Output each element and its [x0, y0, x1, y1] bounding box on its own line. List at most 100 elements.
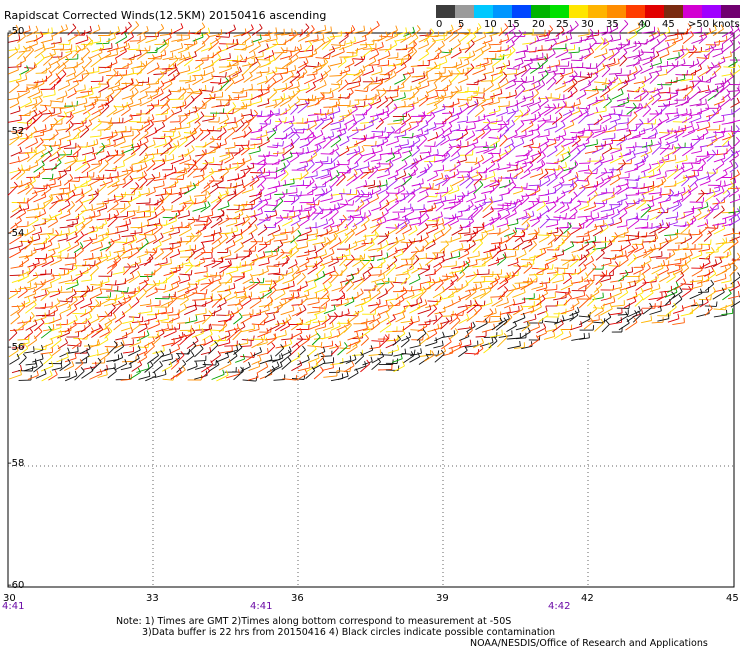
wind-barb — [489, 183, 500, 188]
wind-barb-feather — [470, 216, 475, 222]
wind-barb-feather — [238, 66, 242, 72]
wind-barb — [330, 127, 341, 131]
wind-barb-feather — [588, 169, 593, 174]
wind-barb — [280, 231, 294, 234]
wind-barb — [450, 90, 462, 94]
wind-barb-feather — [86, 34, 89, 40]
wind-barb — [161, 193, 172, 195]
wind-barb-feather — [169, 79, 173, 84]
wind-barb-feather — [610, 204, 613, 210]
wind-barb-feather — [481, 223, 485, 229]
wind-barb — [529, 217, 542, 222]
wind-barb-feather — [28, 25, 31, 31]
wind-barb-feather — [574, 175, 579, 180]
wind-barb — [177, 139, 188, 148]
wind-barb — [649, 143, 662, 147]
wind-barb-feather — [699, 158, 701, 164]
wind-barb — [555, 134, 566, 139]
wind-barb — [385, 156, 395, 163]
wind-barb — [225, 236, 236, 244]
wind-barb — [240, 88, 253, 93]
wind-barb-feather — [465, 102, 470, 108]
wind-barb — [154, 143, 167, 149]
wind-barb-feather — [364, 234, 367, 240]
wind-barb — [88, 193, 99, 197]
wind-barb — [210, 231, 222, 236]
wind-barb — [306, 238, 317, 242]
wind-barb-feather — [324, 113, 327, 119]
wind-barb — [387, 122, 402, 125]
wind-barb — [179, 186, 192, 190]
wind-barb-feather — [173, 74, 176, 80]
wind-barb — [271, 158, 285, 166]
wind-barb-feather — [441, 94, 445, 100]
wind-barb-feather — [561, 135, 565, 141]
wind-barb — [8, 66, 21, 68]
wind-barb — [219, 156, 231, 163]
wind-barb-feather — [532, 75, 535, 81]
wind-barb — [530, 57, 544, 61]
wind-barb — [568, 195, 578, 204]
wind-barb-feather — [182, 174, 185, 180]
wind-barb — [129, 40, 141, 42]
wind-barb-feather — [510, 200, 512, 206]
wind-barb-feather — [646, 146, 648, 152]
wind-barb-feather — [202, 40, 206, 46]
wind-barb — [328, 211, 339, 222]
wind-barb — [41, 138, 55, 141]
wind-barb — [443, 29, 454, 35]
wind-barb — [456, 91, 468, 94]
wind-barb — [176, 58, 186, 66]
wind-barb — [50, 148, 62, 158]
wind-barb — [24, 109, 37, 116]
wind-barb-feather — [521, 84, 526, 90]
wind-barb-feather — [200, 111, 205, 116]
wind-barb-feather — [434, 83, 438, 89]
wind-barb-feather — [321, 38, 326, 44]
wind-barb — [641, 31, 655, 34]
wind-barb-feather — [723, 115, 725, 121]
wind-barb — [578, 169, 589, 172]
wind-barb — [216, 124, 227, 130]
wind-barb — [522, 33, 534, 36]
wind-barb — [336, 128, 347, 132]
wind-barb — [642, 108, 651, 118]
wind-barb-feather — [394, 103, 398, 109]
wind-barb-feather — [376, 20, 380, 26]
wind-barb-feather — [514, 227, 518, 233]
wind-barb-feather — [337, 82, 341, 88]
wind-barb — [651, 96, 662, 106]
wind-barb — [407, 51, 418, 61]
wind-barb — [560, 38, 572, 43]
wind-barb — [154, 152, 169, 155]
wind-barb — [40, 39, 53, 44]
wind-barb-feather — [508, 145, 512, 151]
wind-barb — [185, 249, 196, 252]
wind-barb-feather — [75, 231, 78, 237]
wind-barb-feather — [53, 49, 56, 55]
wind-barb — [224, 81, 235, 92]
wind-barb — [634, 85, 645, 93]
wind-barb — [391, 156, 402, 162]
wind-barb-feather — [523, 95, 526, 101]
wind-barb-feather — [376, 113, 379, 119]
wind-barb-feather — [296, 46, 301, 52]
wind-barb-feather — [306, 30, 310, 36]
wind-barb — [361, 31, 373, 38]
wind-barb — [521, 216, 532, 226]
wind-barb-feather — [478, 23, 482, 28]
wind-barb — [536, 84, 545, 91]
wind-barb-feather — [579, 110, 583, 116]
wind-barb-feather — [738, 29, 740, 33]
wind-barb-feather — [626, 97, 630, 103]
wind-barb — [338, 35, 349, 44]
wind-barb-feather — [659, 202, 662, 208]
wind-barb-feather — [537, 62, 541, 68]
wind-barb-feather — [435, 223, 439, 229]
wind-barb-feather — [516, 164, 518, 170]
wind-barb — [513, 170, 524, 178]
wind-barb-feather — [605, 222, 609, 228]
wind-barb — [368, 235, 380, 245]
wind-barb-feather — [497, 212, 500, 218]
wind-barb-feather — [404, 216, 408, 221]
